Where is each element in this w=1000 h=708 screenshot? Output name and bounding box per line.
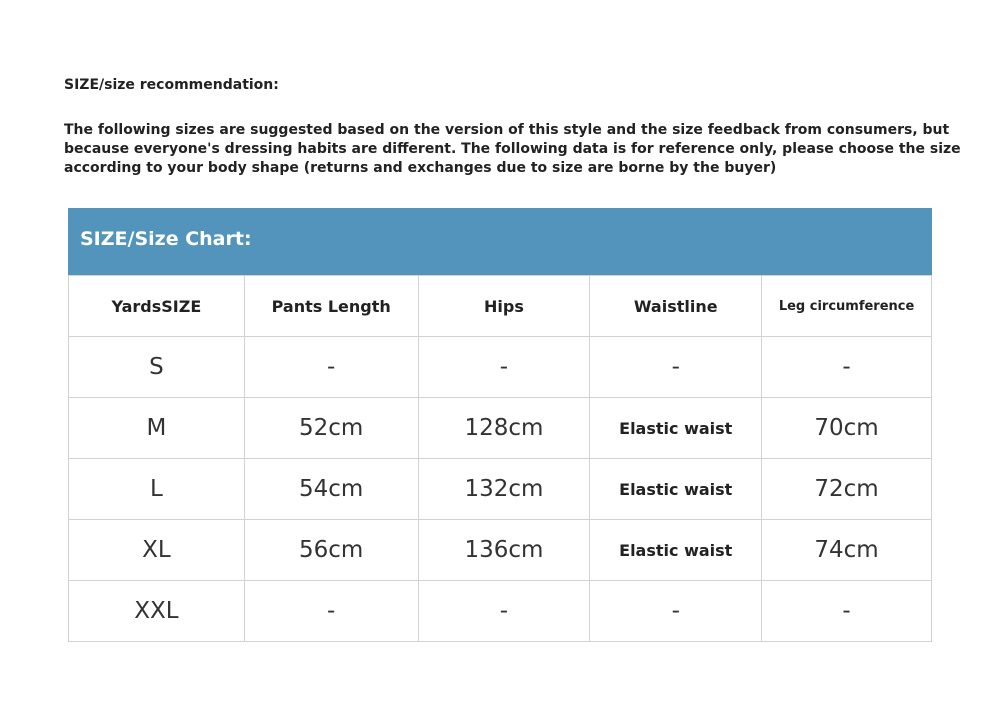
cell: 128cm [417, 397, 591, 459]
header-cell: Leg circumference [761, 275, 932, 337]
table-header-row: YardsSIZE Pants Length Hips Waistline Le… [68, 275, 932, 337]
size-cell: L [68, 458, 245, 520]
size-cell: S [68, 336, 245, 398]
cell: 56cm [243, 519, 419, 581]
cell: - [589, 336, 763, 398]
cell: 74cm [761, 519, 932, 581]
cell: 70cm [761, 397, 932, 459]
cell: Elastic waist [589, 397, 763, 459]
size-chart-title: SIZE/Size Chart: [80, 228, 252, 250]
cell: - [761, 336, 932, 398]
size-table: YardsSIZE Pants Length Hips Waistline Le… [68, 275, 932, 642]
table-row: S - - - - [68, 336, 932, 398]
cell: 54cm [243, 458, 419, 520]
cell: 52cm [243, 397, 419, 459]
cell: 136cm [417, 519, 591, 581]
intro-text: The following sizes are suggested based … [64, 122, 961, 176]
cell: - [417, 580, 591, 642]
cell: - [243, 336, 419, 398]
table-row: XL 56cm 136cm Elastic waist 74cm [68, 519, 932, 581]
table-row: XXL - - - - [68, 580, 932, 642]
cell: - [589, 580, 763, 642]
cell: - [761, 580, 932, 642]
cell: Elastic waist [589, 519, 763, 581]
header-cell: Pants Length [243, 275, 419, 337]
cell: - [417, 336, 591, 398]
header-cell: Hips [417, 275, 591, 337]
size-cell: XL [68, 519, 245, 581]
cell: 132cm [417, 458, 591, 520]
table-row: L 54cm 132cm Elastic waist 72cm [68, 458, 932, 520]
table-row: M 52cm 128cm Elastic waist 70cm [68, 397, 932, 459]
size-cell: XXL [68, 580, 245, 642]
size-cell: M [68, 397, 245, 459]
page-title: SIZE/size recommendation: [64, 77, 279, 93]
cell: - [243, 580, 419, 642]
cell: Elastic waist [589, 458, 763, 520]
size-chart-banner: SIZE/Size Chart: [68, 208, 932, 275]
header-cell: Waistline [589, 275, 763, 337]
header-cell: YardsSIZE [68, 275, 245, 337]
cell: 72cm [761, 458, 932, 520]
